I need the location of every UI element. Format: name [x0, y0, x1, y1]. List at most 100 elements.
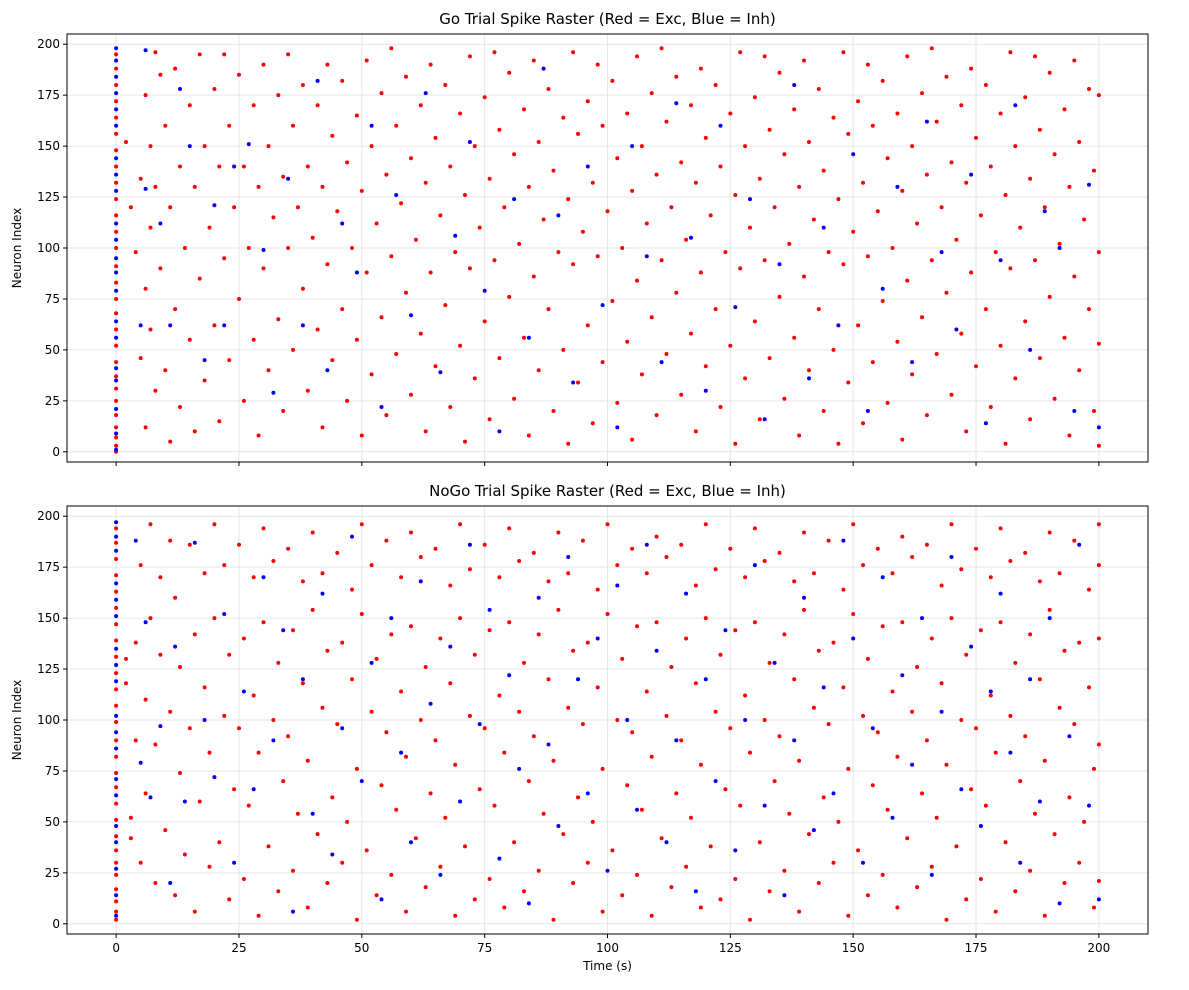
excitatory-spike [1072, 274, 1077, 279]
excitatory-spike [605, 209, 610, 214]
excitatory-spike [482, 726, 487, 731]
excitatory-spike [330, 133, 335, 138]
excitatory-spike [399, 201, 404, 206]
excitatory-spike [1096, 879, 1101, 883]
inhibitory-spike [954, 327, 959, 332]
excitatory-spike [664, 119, 669, 124]
excitatory-spike [305, 388, 310, 393]
inhibitory-spike [438, 872, 443, 877]
excitatory-spike [983, 83, 988, 87]
excitatory-spike [974, 364, 978, 369]
inhibitory-spike [438, 370, 443, 375]
excitatory-spike [698, 66, 703, 71]
inhibitory-spike [114, 107, 119, 112]
inhibitory-spike [192, 540, 197, 545]
excitatory-spike [428, 791, 433, 796]
inhibitory-spike [920, 616, 924, 621]
excitatory-spike [133, 738, 138, 743]
excitatory-spike [497, 575, 502, 580]
inhibitory-spike [762, 417, 767, 422]
excitatory-spike [281, 779, 286, 784]
excitatory-spike [757, 176, 762, 181]
excitatory-spike [354, 113, 359, 118]
excitatory-spike [153, 50, 158, 55]
excitatory-spike [885, 156, 890, 161]
excitatory-spike [752, 620, 757, 625]
inhibitory-spike [630, 144, 635, 149]
excitatory-spike [276, 889, 281, 894]
inhibitory-spike [114, 793, 119, 798]
excitatory-spike [286, 52, 291, 57]
excitatory-spike [1087, 587, 1091, 592]
excitatory-spike [895, 754, 900, 759]
excitatory-spike [969, 66, 974, 71]
excitatory-spike [374, 221, 379, 226]
excitatory-spike [1003, 193, 1008, 197]
inhibitory-spike [114, 447, 119, 452]
excitatory-spike [974, 546, 978, 551]
excitatory-spike [698, 762, 703, 767]
inhibitory-spike [114, 913, 119, 918]
excitatory-spike [404, 754, 408, 759]
y-tick-label: 150 [37, 611, 60, 625]
excitatory-spike [1082, 819, 1087, 824]
excitatory-spike [620, 656, 625, 661]
excitatory-spike [988, 405, 993, 409]
excitatory-spike [1023, 95, 1028, 100]
x-axis-label: Time (s) [582, 959, 632, 973]
excitatory-spike [212, 87, 217, 91]
inhibitory-spike [1047, 616, 1052, 621]
excitatory-spike [153, 184, 158, 189]
excitatory-spike [536, 368, 541, 373]
inhibitory-spike [870, 726, 875, 731]
y-tick-label: 0 [52, 917, 60, 931]
excitatory-spike [114, 622, 119, 627]
excitatory-spike [507, 620, 512, 625]
nogo-trial-title: NoGo Trial Spike Raster (Red = Exc, Blue… [429, 482, 786, 500]
excitatory-spike [787, 241, 792, 246]
excitatory-spike [354, 917, 359, 922]
inhibitory-spike [187, 144, 192, 149]
excitatory-spike [271, 215, 276, 220]
excitatory-spike [369, 144, 374, 149]
inhibitory-spike [625, 718, 630, 722]
excitatory-spike [114, 311, 119, 316]
excitatory-spike [610, 299, 615, 303]
excitatory-spike [526, 184, 531, 189]
excitatory-spike [1092, 168, 1096, 173]
excitatory-spike [1096, 636, 1101, 641]
excitatory-spike [630, 188, 635, 193]
excitatory-spike [472, 897, 477, 902]
excitatory-spike [915, 665, 920, 669]
inhibitory-spike [600, 303, 605, 308]
excitatory-spike [1033, 54, 1037, 59]
excitatory-spike [168, 205, 173, 210]
inhibitory-spike [114, 534, 119, 539]
inhibitory-spike [1072, 409, 1077, 413]
nogo-trial-ticks: 0 25 50 75 100 125 150 175 200 0 25 50 75 100 125 150 17… [37, 509, 1110, 955]
excitatory-spike [654, 534, 659, 539]
excitatory-spike [571, 262, 576, 267]
inhibitory-spike [354, 270, 359, 275]
excitatory-spike [389, 46, 394, 51]
excitatory-spike [762, 258, 767, 263]
excitatory-spike [792, 107, 797, 112]
excitatory-spike [492, 803, 497, 808]
excitatory-spike [826, 250, 831, 255]
inhibitory-spike [428, 701, 433, 706]
excitatory-spike [703, 364, 708, 369]
excitatory-spike [846, 913, 851, 918]
go-trial-title: Go Trial Spike Raster (Red = Exc, Blue =… [439, 10, 775, 28]
inhibitory-spike [418, 579, 423, 584]
excitatory-spike [497, 693, 502, 698]
inhibitory-spike [212, 775, 217, 780]
inhibitory-spike [1028, 347, 1033, 352]
excitatory-spike [114, 297, 119, 301]
excitatory-spike [905, 278, 910, 283]
excitatory-spike [571, 648, 576, 653]
excitatory-spike [354, 766, 359, 771]
excitatory-spike [379, 91, 384, 96]
inhibitory-spike [114, 378, 119, 383]
excitatory-spike [910, 372, 915, 377]
y-tick-label: 175 [37, 560, 60, 574]
